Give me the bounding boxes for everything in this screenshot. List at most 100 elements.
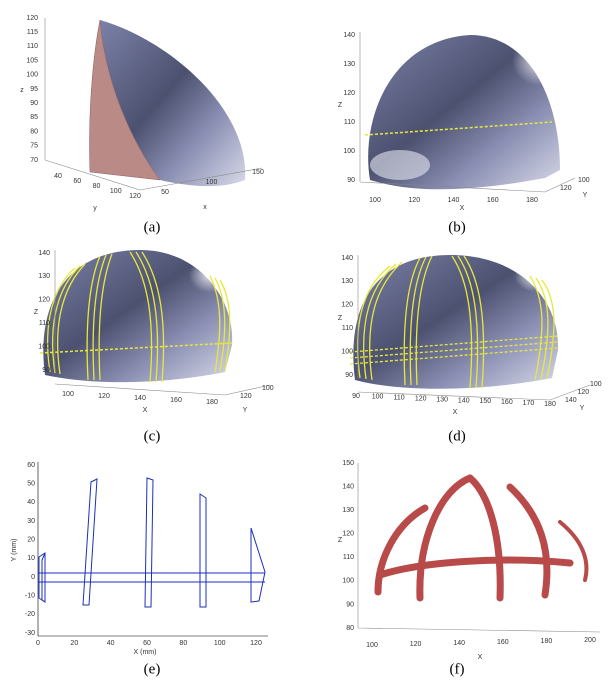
z-tick-label: 90 [347, 177, 355, 184]
x-tick-label: 60 [143, 640, 151, 647]
x-tick-label: 20 [70, 640, 78, 647]
z-tick-label: 100 [26, 72, 38, 79]
y-axis-label: y [93, 205, 97, 212]
z-tick-label: 50 [27, 481, 35, 488]
z-tick-label: 100 [343, 148, 355, 155]
z-tick-label: 130 [38, 273, 50, 280]
z-tick-label: 0 [31, 574, 35, 581]
z-tick-label: 140 [343, 32, 355, 39]
x-tick-label: 150 [479, 398, 491, 405]
x-tick-label: 160 [501, 399, 513, 406]
z-tick-label: 100 [342, 578, 354, 585]
y-tick-label: 100 [262, 385, 274, 392]
y-tick-label: 40 [54, 173, 62, 180]
z-tick-label: 90 [42, 367, 50, 374]
z-tick-label: 115 [27, 29, 38, 36]
z-tick-label: 30 [27, 518, 35, 525]
z-tick-label: 20 [27, 537, 35, 544]
x-tick-label: 120 [250, 640, 262, 647]
z-tick-label: 110 [39, 320, 50, 327]
y-tick-label: 120 [129, 193, 141, 200]
x-tick-label: 0 [36, 640, 40, 647]
x-tick-label: 180 [541, 638, 553, 645]
z-tick-label: 100 [38, 343, 50, 350]
z-tick-label: 110 [342, 325, 353, 332]
x-axis-label: X [453, 409, 458, 416]
x-axis-label: x [203, 204, 207, 211]
y-tick-label: 80 [93, 183, 101, 190]
x-axis-label: X [143, 407, 148, 414]
z-tick-label: 80 [30, 128, 38, 135]
x-tick-label: 150 [252, 169, 264, 176]
x-axis-label: X [460, 205, 465, 212]
x-tick-label: 170 [523, 400, 535, 407]
z-tick-label: 130 [342, 507, 354, 514]
z-tick-label: 60 [27, 462, 35, 469]
z-axis-label: Z [338, 537, 343, 544]
z-axis-label: Z [338, 102, 343, 109]
y-tick-label: 100 [110, 188, 122, 195]
z-axis-label: Y (mm) [11, 539, 18, 562]
surface-b [359, 32, 576, 193]
z-tick-label: -20 [25, 611, 35, 618]
x-tick-label: 110 [394, 395, 405, 402]
y-tick-label: 120 [560, 185, 572, 192]
x-tick-label: 140 [448, 197, 460, 204]
x-tick-label: 80 [179, 640, 187, 647]
z-tick-label: 95 [30, 86, 38, 93]
z-tick-label: -10 [25, 593, 35, 600]
x-tick-label: 120 [408, 197, 420, 204]
z-tick-label: 110 [344, 119, 355, 126]
x-tick-label: 130 [436, 396, 448, 403]
z-tick-label: 150 [342, 460, 354, 467]
x-tick-label: 40 [107, 640, 115, 647]
z-tick-label: 75 [30, 143, 38, 150]
x-tick-label: 50 [161, 189, 169, 196]
caption: (e) [144, 661, 161, 677]
caption: (a) [144, 219, 161, 235]
z-tick-label: 120 [343, 90, 355, 97]
x-tick-label: 180 [206, 399, 218, 406]
surface-a [44, 18, 263, 191]
x-tick-label: 140 [458, 397, 470, 404]
x-tick-label: 100 [62, 391, 74, 398]
z-axis-label: z [20, 87, 24, 94]
y-axis-label: Y [580, 405, 585, 412]
z-axis-label: Z [34, 309, 39, 316]
z-tick-label: 90 [346, 601, 354, 608]
z-tick-label: 10 [27, 555, 35, 562]
x-tick-label: 120 [415, 396, 427, 403]
x-tick-label: 100 [369, 197, 381, 204]
z-tick-label: 40 [27, 499, 35, 506]
z-tick-label: 110 [343, 554, 354, 561]
y-tick-label: 140 [565, 397, 577, 404]
z-tick-label: 120 [38, 297, 50, 304]
z-tick-label: 90 [30, 100, 38, 107]
x-tick-label: 140 [134, 395, 146, 402]
y-axis-label: Y [583, 192, 588, 199]
z-tick-label: 85 [30, 114, 38, 121]
z-tick-label: 100 [341, 348, 353, 355]
z-tick-label: -30 [25, 630, 35, 637]
z-tick-label: 120 [342, 531, 354, 538]
caption: (d) [448, 428, 466, 444]
z-tick-label: 130 [343, 61, 355, 68]
caption: (f) [450, 661, 465, 677]
x-tick-label: 120 [410, 641, 422, 648]
y-tick-label: 120 [240, 393, 252, 400]
x-tick-label: 120 [98, 393, 110, 400]
z-tick-label: 120 [26, 15, 38, 22]
z-tick-label: 130 [341, 278, 353, 285]
plot-e [37, 462, 268, 637]
x-axis-label: X [478, 654, 483, 661]
x-tick-label: 180 [526, 197, 538, 204]
x-tick-label: 100 [366, 642, 378, 649]
z-tick-label: 140 [38, 250, 50, 257]
z-tick-label: 120 [341, 302, 353, 309]
caption: (c) [144, 428, 161, 444]
z-tick-label: 110 [27, 43, 38, 50]
y-tick-label: 100 [590, 381, 602, 388]
surface-d [349, 255, 591, 401]
y-tick-label: 60 [73, 178, 81, 185]
z-tick-label: 105 [26, 57, 38, 64]
